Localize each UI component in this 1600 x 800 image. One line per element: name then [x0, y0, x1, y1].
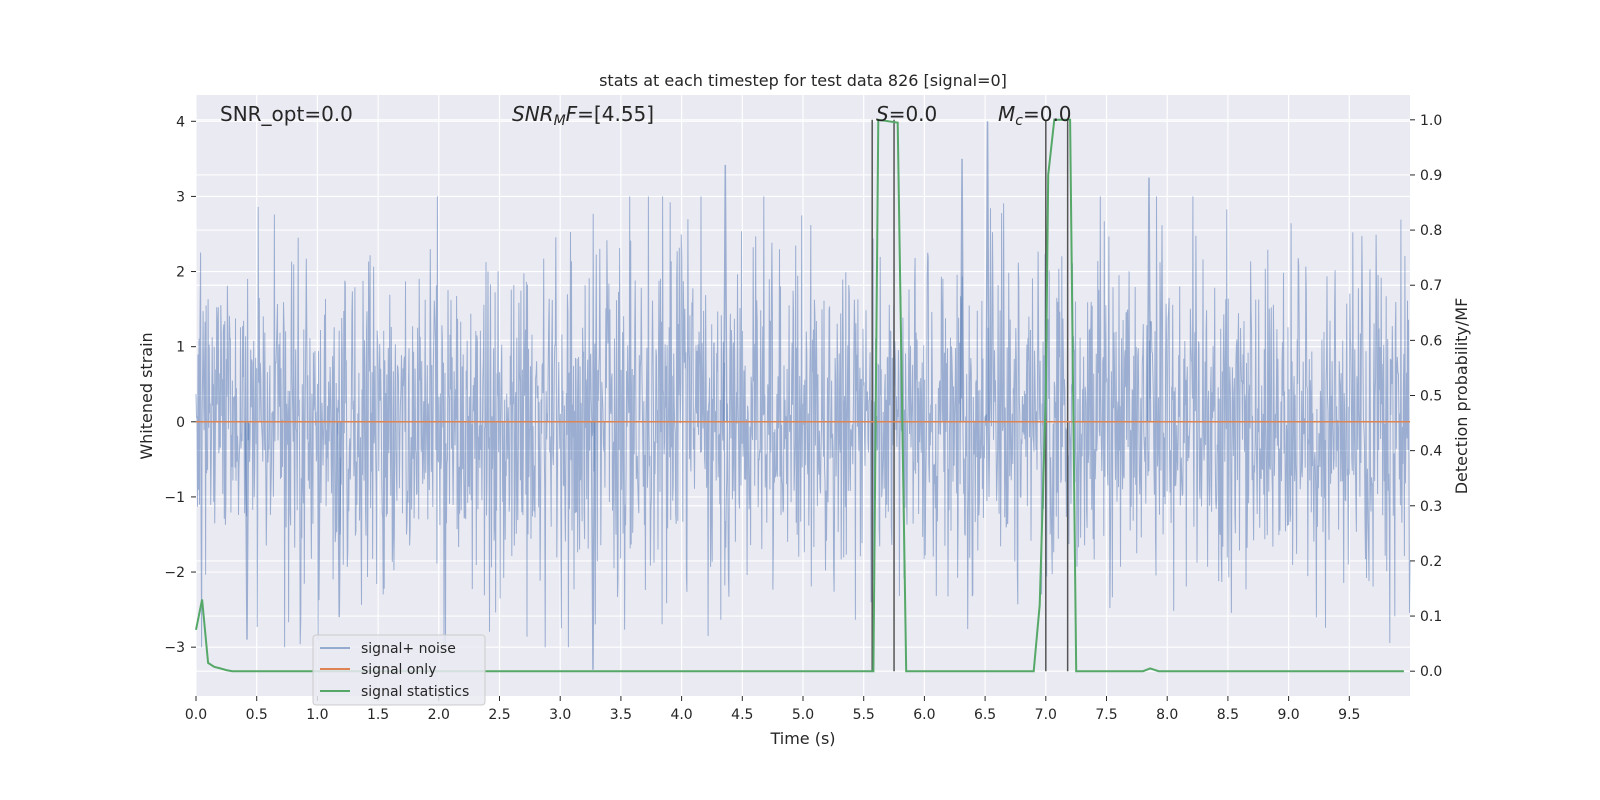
snr-mf-symbol-f: F [566, 102, 578, 126]
y-tick-label: −1 [164, 490, 185, 506]
y-right-tick-label: 0.5 [1420, 389, 1442, 405]
x-tick-label: 2.0 [428, 707, 450, 723]
legend-entry-signal-only: signal only [361, 662, 436, 678]
x-tick-label: 0.0 [185, 707, 207, 723]
signal-statistics-line [195, 118, 1404, 673]
signal-noise-peak [1146, 177, 1152, 422]
x-tick-label: 1.0 [306, 707, 328, 723]
x-tick-label: 7.5 [1095, 707, 1117, 723]
chart-title: stats at each timestep for test data 826… [599, 71, 1007, 90]
annotation-snr-mf: SNRMF=[4.55] [512, 102, 654, 129]
annotation-snr-opt: SNR_opt=0.0 [220, 102, 353, 126]
x-tick-label: 9.0 [1277, 707, 1299, 723]
legend-entry-signal-noise: signal+ noise [361, 641, 456, 657]
legend-box [312, 634, 486, 706]
x-tick-label: 5.0 [792, 707, 814, 723]
y-tick-label: −3 [164, 640, 185, 656]
y-right-tick-label: 0.4 [1420, 444, 1442, 460]
annotations: SNR_opt=0.0 SNRMF=[4.55] S=0.0 Mc=0.0 [220, 102, 1072, 129]
y-axis-label: Whitened strain [137, 332, 156, 459]
y-right-tick-label: 0.1 [1420, 609, 1442, 625]
x-axis-label: Time (s) [769, 729, 835, 748]
x-tick-label: 5.5 [853, 707, 875, 723]
x-tick-label: 6.0 [913, 707, 935, 723]
x-tick-label: 8.5 [1217, 707, 1239, 723]
x-tick-label: 8.0 [1156, 707, 1178, 723]
y-right-tick-label: 0.3 [1420, 499, 1442, 515]
x-tick-label: 2.5 [488, 707, 510, 723]
mc-symbol: M [998, 102, 1015, 126]
y-tick-label: 0 [176, 415, 185, 431]
snr-mf-value: =[4.55] [577, 102, 654, 126]
y-tick-label: 1 [176, 340, 185, 356]
signal-noise-peak [244, 421, 250, 640]
legend-entry-signal-statistics: signal statistics [361, 684, 469, 700]
y-right-tick-label: 1.0 [1420, 113, 1442, 129]
s-value: =0.0 [889, 102, 938, 126]
snr-mf-symbol: SNR [512, 102, 554, 126]
signal-noise-trace [195, 196, 1411, 648]
y-right-tick-label: 0.6 [1420, 333, 1442, 349]
signal-noise-peak [959, 158, 965, 422]
mc-value: =0.0 [1023, 102, 1072, 126]
y-right-tick-label: 0.8 [1420, 223, 1442, 239]
snr-mf-subscript: M [554, 113, 566, 129]
y-axis-ticks: 4 3 2 1 0 −1 −2 −3 [164, 114, 196, 656]
x-tick-label: 7.0 [1035, 707, 1057, 723]
annotation-s: S=0.0 [876, 102, 937, 126]
mc-subscript: c [1015, 113, 1023, 129]
x-tick-label: 4.5 [731, 707, 753, 723]
y-tick-label: 3 [176, 189, 185, 205]
x-tick-label: 3.0 [549, 707, 571, 723]
x-tick-label: 9.5 [1338, 707, 1360, 723]
y-right-tick-label: 0.9 [1420, 168, 1442, 184]
y-tick-label: 2 [176, 265, 185, 281]
x-axis-ticks: 0.0 0.5 1.0 1.5 2.0 2.5 3.0 3.5 4.0 4.5 5.0 5.5 6.0 6… [185, 696, 1360, 723]
x-tick-label: 0.5 [246, 707, 268, 723]
x-tick-label: 1.5 [367, 707, 389, 723]
signal-noise-peak [985, 121, 990, 422]
annotation-mc: Mc=0.0 [998, 102, 1072, 129]
y-right-tick-label: 0.2 [1420, 554, 1442, 570]
y-axis-right-ticks: 1.0 0.9 0.8 0.7 0.6 0.5 0.4 0.3 0.2 0.1 0.0 [1410, 113, 1442, 680]
legend: signal+ noise signal only signal statist… [312, 634, 486, 706]
series-lines [195, 118, 1410, 673]
series-signal-plus-noise [195, 121, 1411, 670]
y-right-tick-label: 0.7 [1420, 278, 1442, 294]
signal-noise-peak [590, 421, 596, 670]
y-right-tick-label: 0.0 [1420, 664, 1442, 680]
x-tick-label: 3.5 [610, 707, 632, 723]
x-tick-label: 4.0 [670, 707, 692, 723]
s-symbol: S [876, 102, 889, 126]
signal-noise-peak [723, 164, 728, 422]
x-tick-label: 6.5 [974, 707, 996, 723]
y-tick-label: −2 [164, 565, 185, 581]
y-axis-right-label: Detection probability/MF [1452, 298, 1471, 495]
y-tick-label: 4 [176, 114, 185, 130]
